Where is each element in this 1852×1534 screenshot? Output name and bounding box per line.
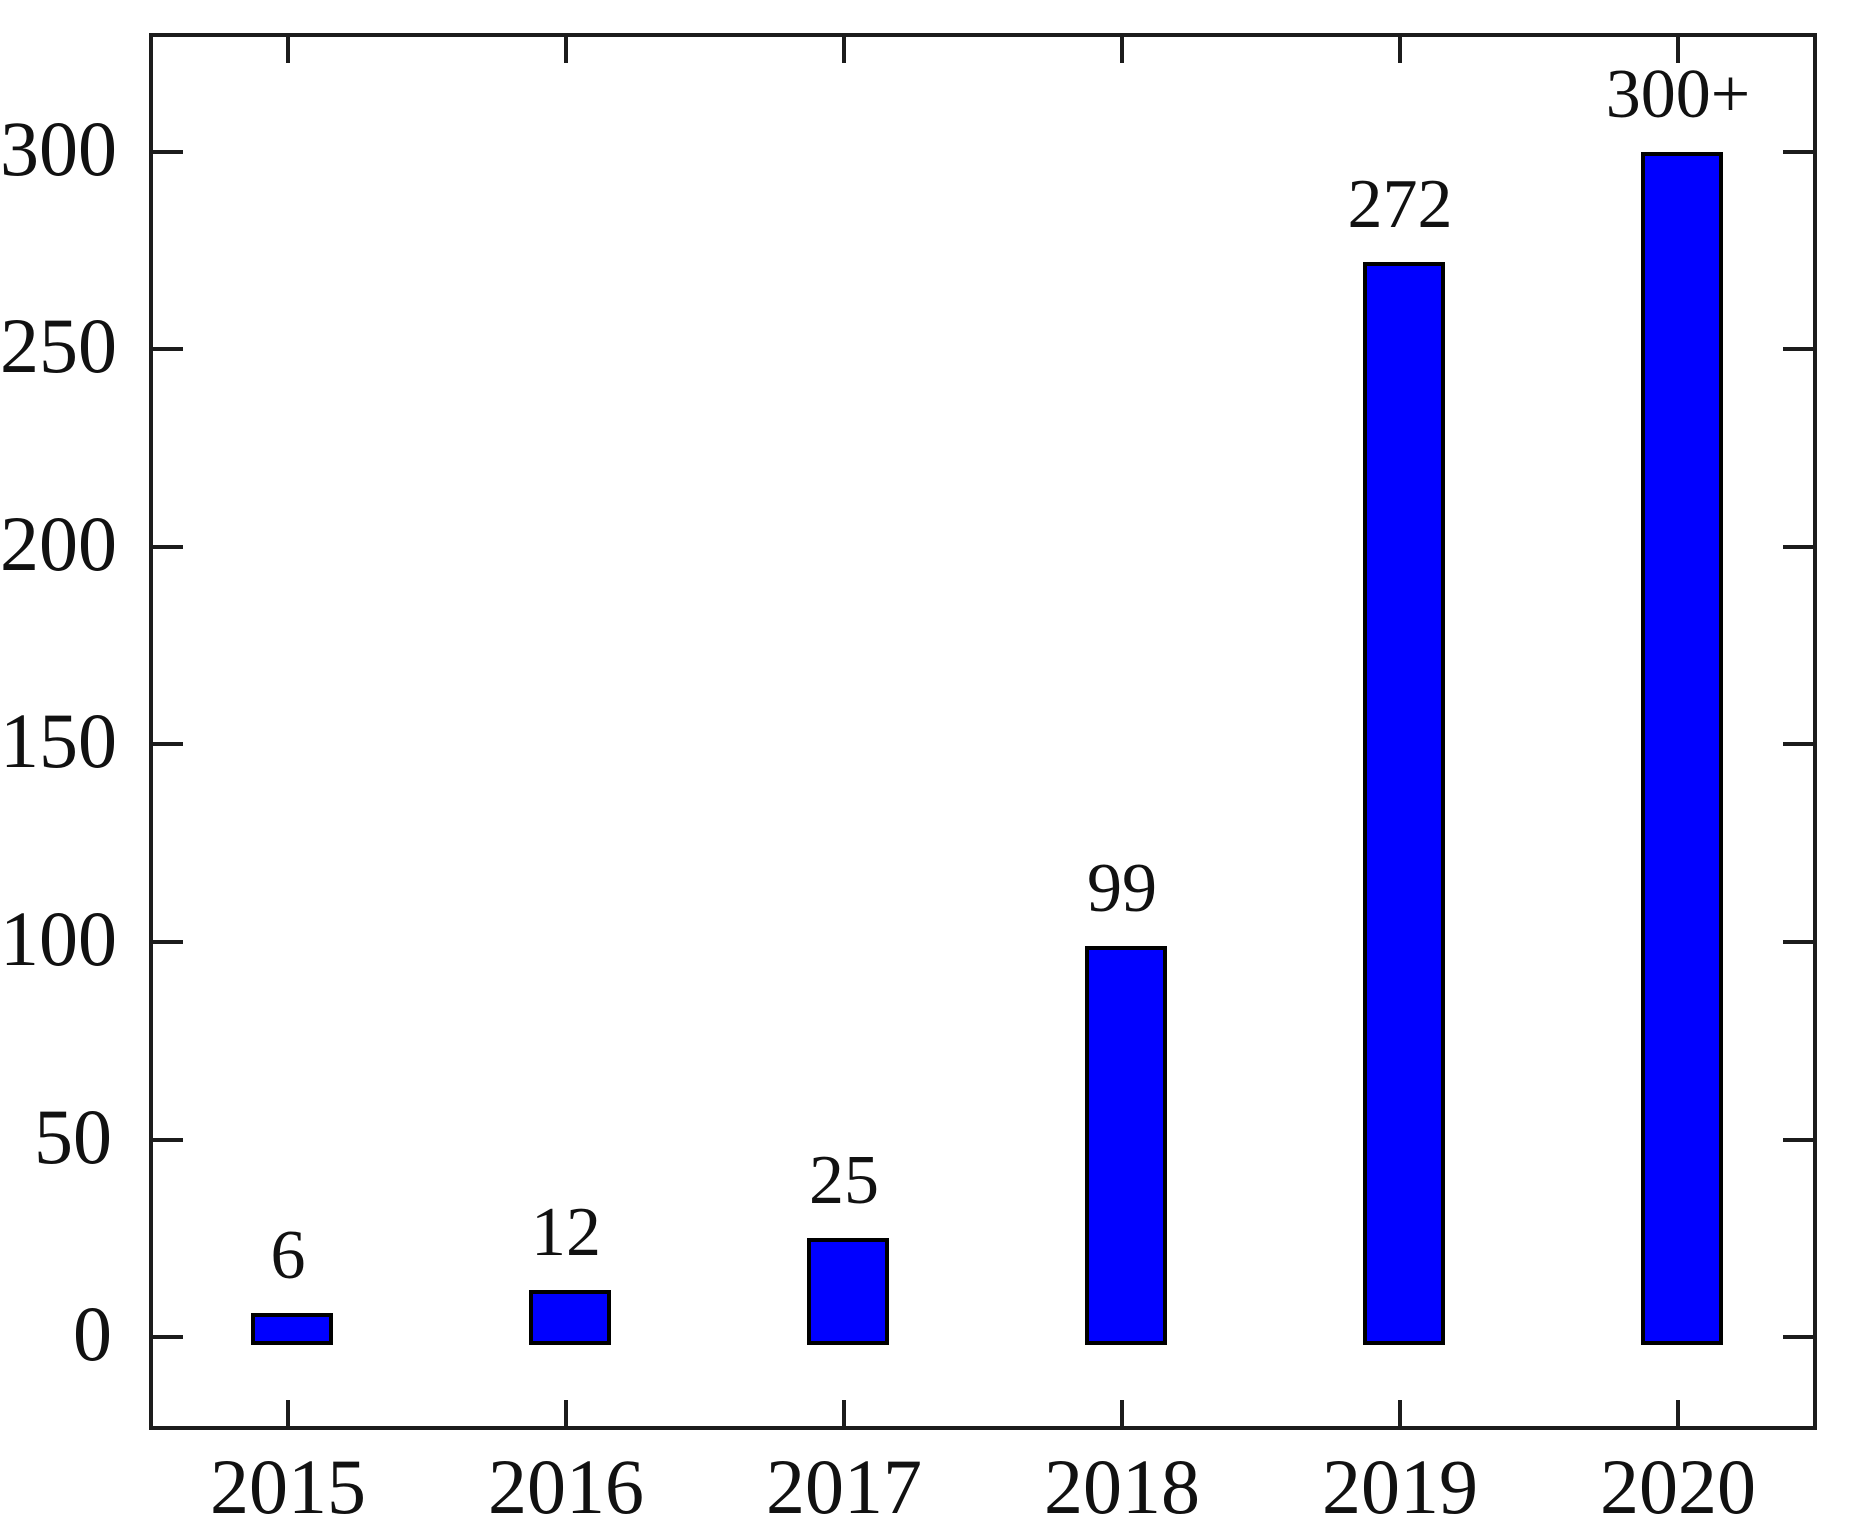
y-tick-mark-left (153, 347, 183, 352)
x-tick-label: 2017 (766, 1443, 922, 1530)
y-tick-label: 0 (73, 1290, 112, 1378)
bar (1641, 151, 1723, 1346)
y-tick-mark-right (1783, 149, 1813, 154)
bar-value-label: 272 (1347, 166, 1453, 244)
x-tick-mark-bottom (1676, 1400, 1680, 1430)
bar-value-label: 6 (270, 1217, 306, 1295)
x-tick-label: 2019 (1322, 1443, 1478, 1530)
x-tick-mark-bottom (842, 1400, 846, 1430)
y-tick-mark-right (1783, 939, 1813, 944)
y-tick-mark-left (153, 1335, 183, 1340)
y-tick-label: 50 (34, 1092, 112, 1180)
y-tick-label: 200 (0, 499, 117, 587)
bar (1085, 945, 1167, 1346)
y-tick-mark-right (1783, 742, 1813, 747)
y-tick-mark-left (153, 939, 183, 944)
y-tick-mark-left (153, 742, 183, 747)
x-tick-mark-bottom (1398, 1400, 1402, 1430)
y-tick-label: 100 (0, 894, 117, 982)
x-tick-mark-top (842, 33, 846, 63)
x-tick-mark-top (1398, 33, 1402, 63)
y-tick-mark-left (153, 544, 183, 549)
x-tick-mark-bottom (1120, 1400, 1124, 1430)
y-tick-mark-right (1783, 1137, 1813, 1142)
x-tick-label: 2016 (488, 1443, 644, 1530)
bar (1363, 262, 1445, 1346)
bar-value-label: 300+ (1605, 55, 1751, 133)
x-tick-label: 2018 (1044, 1443, 1200, 1530)
y-tick-label: 300 (0, 104, 117, 192)
plot-area: 6 12 25 99 272 300+ (149, 33, 1817, 1430)
bar (529, 1289, 611, 1346)
x-tick-label: 2015 (210, 1443, 366, 1530)
x-tick-mark-bottom (286, 1400, 290, 1430)
y-tick-label: 150 (0, 697, 117, 785)
y-tick-mark-right (1783, 1335, 1813, 1340)
x-tick-mark-top (286, 33, 290, 63)
x-tick-mark-bottom (564, 1400, 568, 1430)
y-tick-mark-right (1783, 347, 1813, 352)
y-tick-label: 250 (0, 302, 117, 390)
x-tick-mark-top (1120, 33, 1124, 63)
bar-value-label: 12 (531, 1193, 601, 1271)
bar (251, 1313, 333, 1346)
bar-value-label: 25 (809, 1142, 879, 1220)
bar-value-label: 99 (1087, 849, 1157, 927)
x-tick-mark-top (564, 33, 568, 63)
bar (807, 1238, 889, 1346)
y-tick-mark-right (1783, 544, 1813, 549)
y-tick-mark-left (153, 149, 183, 154)
x-tick-mark-top (1676, 33, 1680, 63)
x-tick-label: 2020 (1600, 1443, 1756, 1530)
y-tick-mark-left (153, 1137, 183, 1142)
